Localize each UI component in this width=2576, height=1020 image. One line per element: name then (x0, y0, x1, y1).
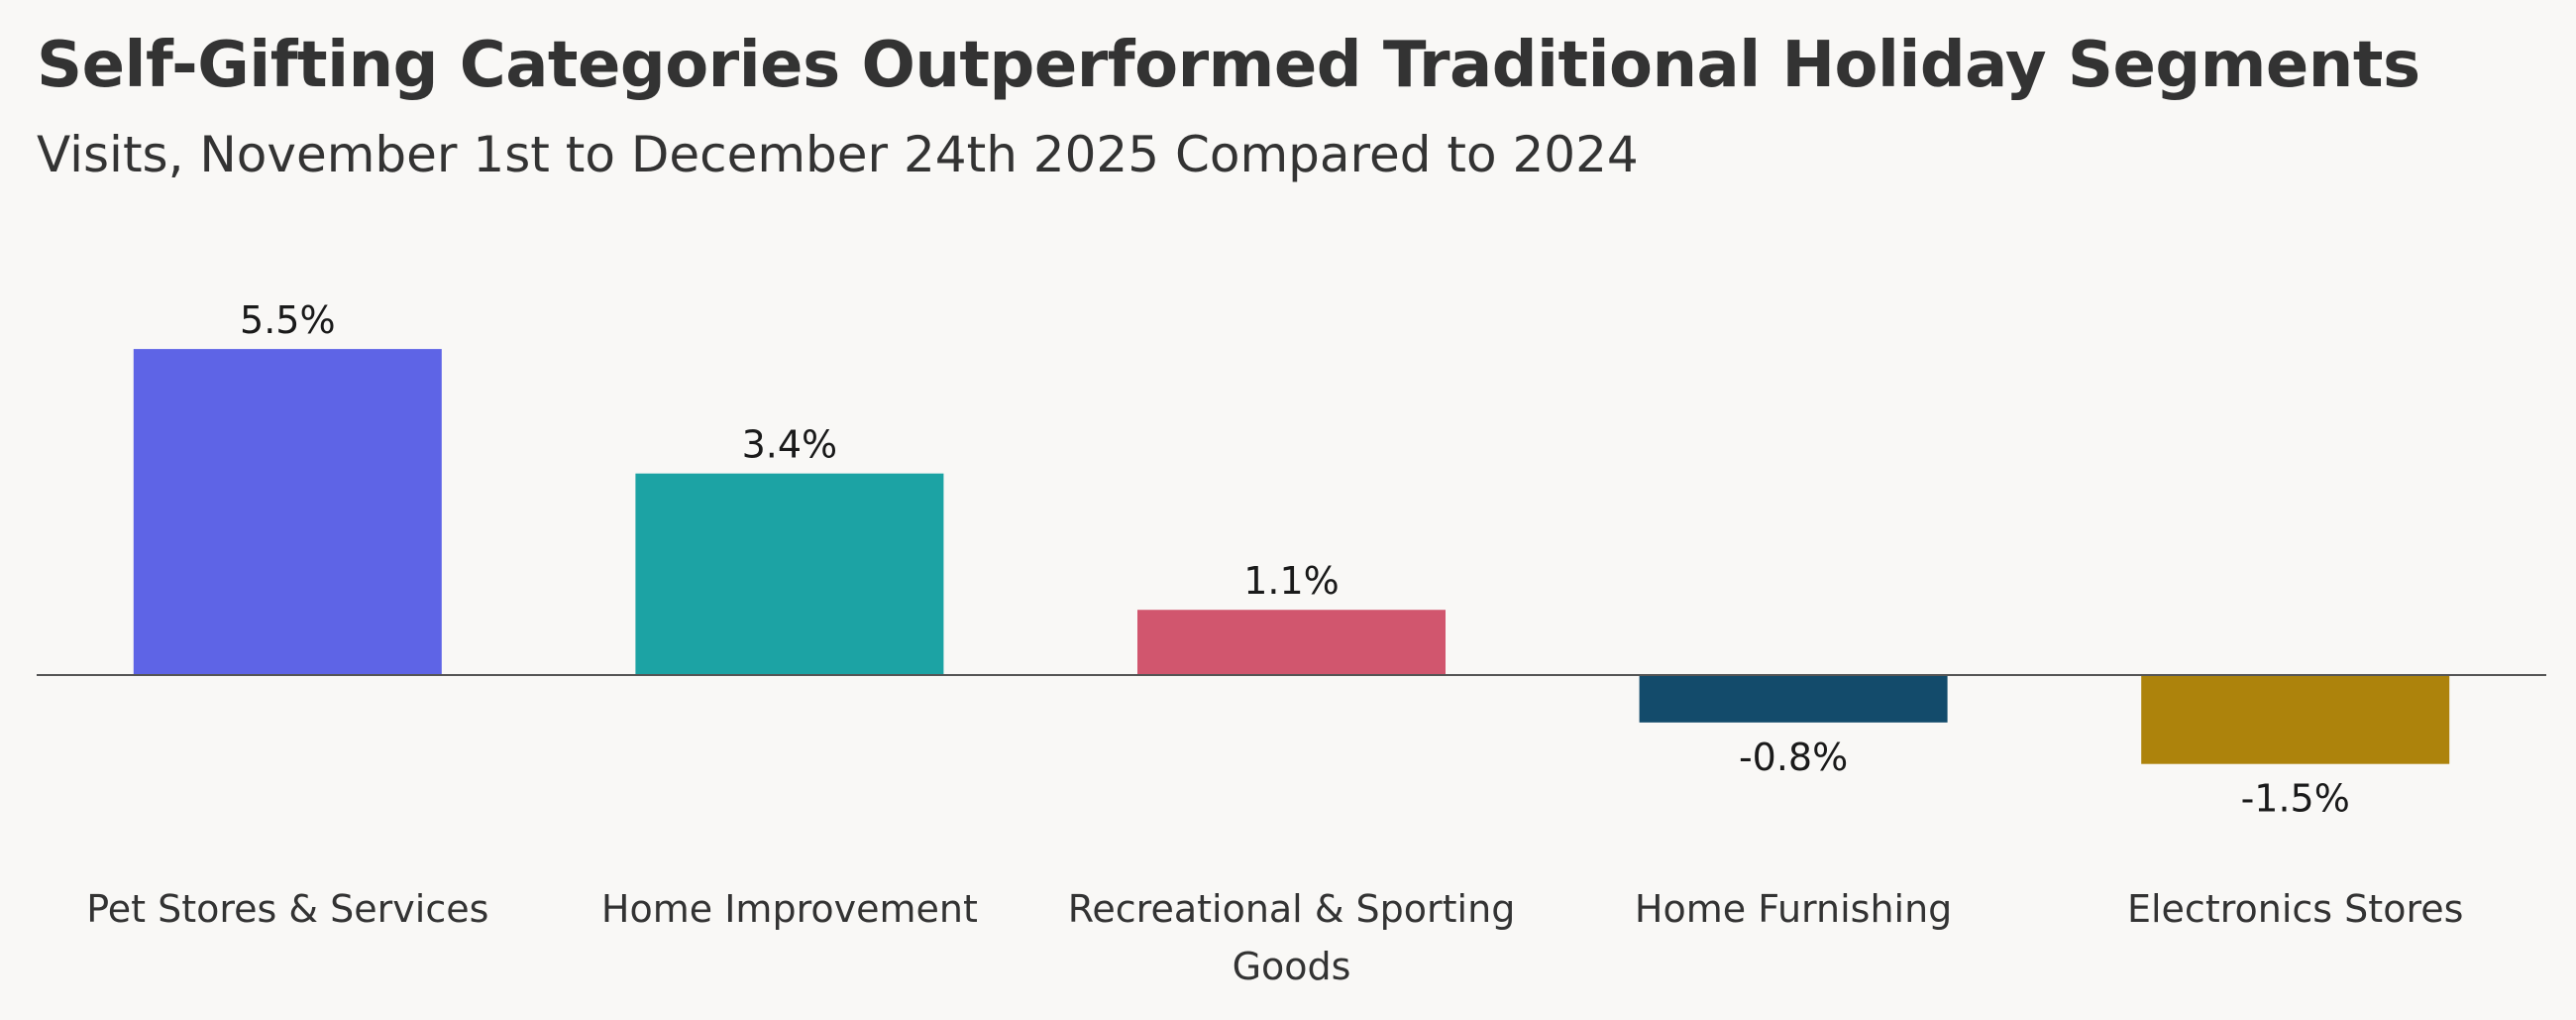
data-label-recreational-and-sporting-goods: 1.1% (1243, 559, 1340, 603)
category-label-home-improvement: Home Improvement (601, 887, 978, 931)
data-label-home-improvement: 3.4% (742, 423, 838, 467)
category-label-recreational-and-sporting-goods-line-2: Goods (1233, 945, 1351, 988)
category-label-recreational-and-sporting-goods-line-1: Recreational & Sporting (1068, 887, 1516, 931)
bars-layer (133, 349, 2450, 764)
bar-electronics-stores (2141, 675, 2450, 764)
category-label-pet-stores-and-services: Pet Stores & Services (86, 887, 488, 931)
chart-title: Self-Gifting Categories Outperformed Tra… (37, 29, 2420, 102)
category-label-electronics-stores: Electronics Stores (2127, 887, 2463, 931)
data-label-electronics-stores: -1.5% (2241, 777, 2350, 821)
bar-home-furnishing (1639, 675, 1948, 723)
category-label-home-furnishing: Home Furnishing (1635, 887, 1952, 931)
chart-subtitle: Visits, November 1st to December 24th 20… (37, 126, 1639, 183)
data-label-pet-stores-and-services: 5.5% (240, 298, 336, 342)
bar-pet-stores-and-services (133, 349, 442, 675)
bar-recreational-and-sporting-goods (1137, 610, 1446, 675)
labels-layer: 5.5% Pet Stores & Services 3.4% Home Improv… (86, 298, 2463, 988)
bar-home-improvement (635, 473, 944, 675)
data-label-home-furnishing: -0.8% (1739, 736, 1848, 779)
